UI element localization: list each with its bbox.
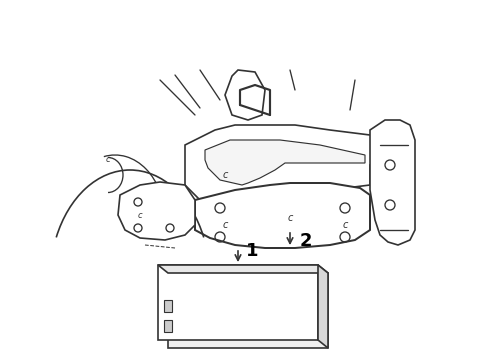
Text: c: c <box>343 220 348 230</box>
Polygon shape <box>318 265 328 348</box>
Polygon shape <box>168 273 328 348</box>
Polygon shape <box>118 182 195 240</box>
Polygon shape <box>158 265 328 273</box>
Polygon shape <box>225 70 265 120</box>
Polygon shape <box>185 125 390 220</box>
Polygon shape <box>195 183 370 248</box>
Text: c: c <box>138 211 142 220</box>
Text: 2: 2 <box>300 232 313 250</box>
Polygon shape <box>164 320 172 332</box>
Text: c: c <box>106 155 110 164</box>
Text: c: c <box>287 213 293 223</box>
Text: c: c <box>222 220 228 230</box>
Text: 1: 1 <box>246 243 259 261</box>
Polygon shape <box>205 140 365 185</box>
Polygon shape <box>164 300 172 312</box>
Text: c: c <box>222 170 228 180</box>
Polygon shape <box>158 265 318 340</box>
Polygon shape <box>370 120 415 245</box>
